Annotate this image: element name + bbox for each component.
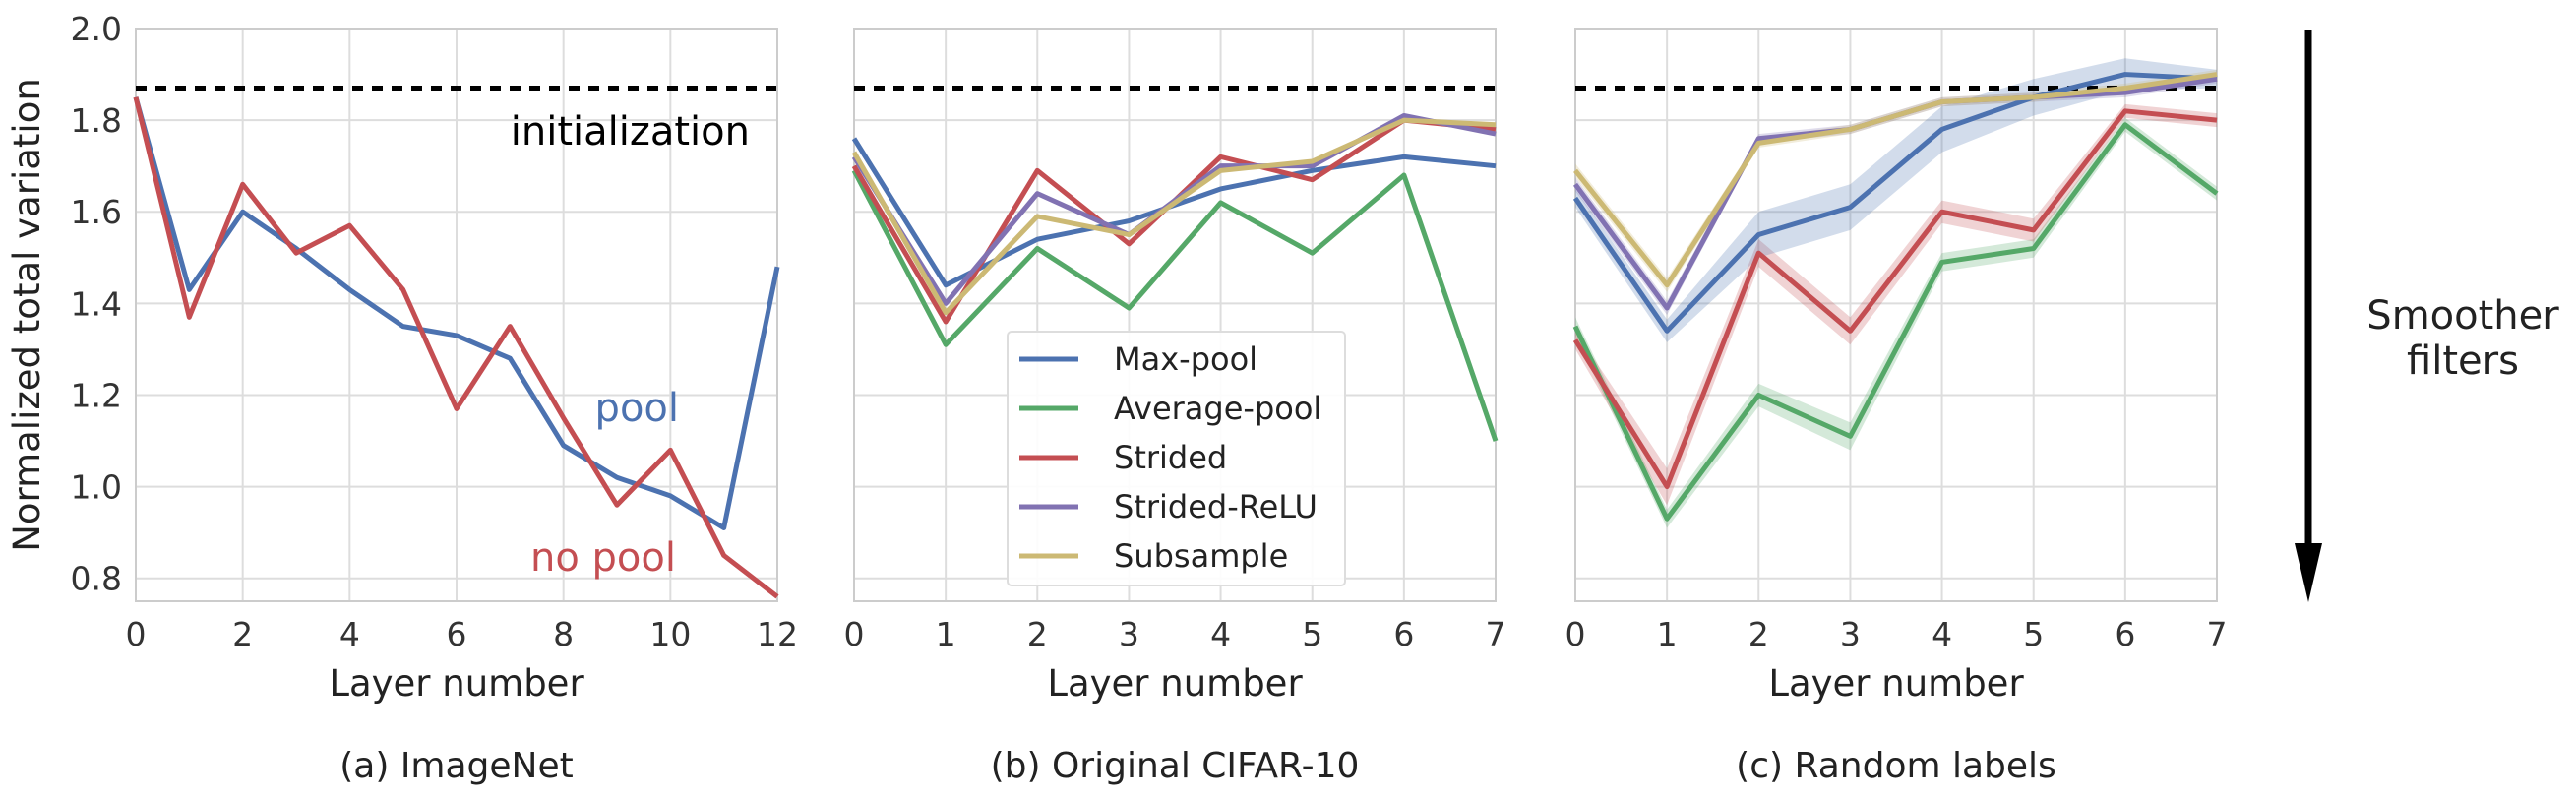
x-tick-label: 2	[1027, 615, 1048, 653]
y-tick-label: 2.0	[71, 10, 122, 48]
y-tick-label: 1.8	[71, 101, 122, 140]
y-tick-label: 1.0	[71, 468, 122, 507]
x-tick-label: 0	[1565, 615, 1586, 653]
down-arrow-icon	[2295, 543, 2322, 602]
x-tick-label: 1	[1657, 615, 1678, 653]
annotation-pool: pool	[595, 386, 679, 431]
x-tick-label: 12	[757, 615, 798, 653]
panel-imagenet: 0 2 4 6 8 10 12 0.8 1.0 1.2 1.4 1.6 1.8 2.0 Normalized…	[6, 10, 798, 786]
x-tick-label: 4	[339, 615, 360, 653]
series-line-strided-relu	[851, 112, 1497, 306]
x-tick-label: 4	[1932, 615, 1952, 653]
panel-original-cifar10: 0 1 2 3 4 5 6 7 Layer number (b) Original CIFAR-1…	[844, 28, 1506, 786]
y-tick-label: 1.4	[71, 284, 122, 323]
legend-item-max-pool: Max-pool	[1019, 340, 1257, 378]
panel-random-labels: 0 1 2 3 4 5 6 7 Layer number (c) Random labels	[1565, 28, 2228, 786]
x-tick-label: 10	[649, 615, 691, 653]
band-max-pool	[1575, 58, 2217, 342]
x-axis-label: Layer number	[1768, 662, 2024, 705]
series-line-strided	[1572, 108, 2218, 490]
side-label-line2: filters	[2407, 338, 2519, 384]
y-tick-label: 1.6	[71, 193, 122, 231]
series-line-pool	[133, 96, 780, 531]
legend-label: Strided	[1114, 439, 1227, 476]
series-line-average-pool	[1572, 122, 2219, 522]
legend: Max-pool Average-pool Strided Strided-ReLU S…	[1007, 331, 1346, 586]
series-line-no-pool	[133, 96, 779, 599]
x-tick-label: 3	[1119, 615, 1139, 653]
plot-frame	[135, 28, 778, 602]
series-line-strided	[851, 117, 1497, 325]
x-tick-label: 2	[1748, 615, 1769, 653]
legend-label: Max-pool	[1114, 340, 1257, 378]
panel-caption: (b) Original CIFAR-10	[991, 746, 1360, 786]
annotation-no-pool: no pool	[530, 535, 676, 581]
x-tick-label: 0	[844, 615, 865, 653]
x-tick-label: 4	[1210, 615, 1231, 653]
series-line-max-pool	[1572, 72, 2218, 334]
x-tick-label: 2	[232, 615, 253, 653]
plot-frame	[853, 28, 1497, 602]
x-tick-label: 7	[2207, 615, 2228, 653]
initialization-label: initialization	[511, 109, 750, 154]
series-line-subsample	[851, 117, 1497, 316]
legend-label: Subsample	[1114, 537, 1288, 575]
y-tick-label: 1.2	[71, 376, 122, 414]
side-label-line1: Smoother	[2366, 293, 2559, 338]
x-axis-label: Layer number	[329, 662, 584, 705]
panel-caption: (c) Random labels	[1736, 746, 2056, 786]
plot-frame	[1574, 28, 2218, 602]
x-tick-label: 5	[1302, 615, 1322, 653]
x-axis-label: Layer number	[1047, 662, 1303, 705]
legend-item-strided-relu: Strided-ReLU	[1019, 488, 1318, 525]
series-line-average-pool	[851, 169, 1499, 442]
legend-item-strided: Strided	[1019, 439, 1227, 476]
legend-item-average-pool: Average-pool	[1019, 390, 1321, 427]
legend-item-subsample: Subsample	[1019, 537, 1288, 575]
x-tick-label: 5	[2023, 615, 2044, 653]
x-tick-label: 7	[1486, 615, 1506, 653]
x-tick-label: 1	[936, 615, 956, 653]
x-tick-label: 6	[2115, 615, 2135, 653]
x-tick-label: 8	[553, 615, 574, 653]
series-line-subsample	[1573, 72, 2218, 288]
legend-frame	[1007, 331, 1346, 586]
x-tick-label: 6	[1393, 615, 1414, 653]
legend-label: Strided-ReLU	[1114, 488, 1318, 525]
y-tick-label: 0.8	[71, 560, 122, 598]
panel-caption: (a) ImageNet	[339, 746, 574, 786]
x-tick-label: 6	[447, 615, 467, 653]
x-tick-label: 3	[1840, 615, 1861, 653]
side-annotation: Smoother filters	[2295, 30, 2559, 602]
y-axis-label: Normalized total variation	[6, 78, 48, 552]
x-tick-label: 0	[126, 615, 147, 653]
legend-label: Average-pool	[1114, 390, 1321, 427]
